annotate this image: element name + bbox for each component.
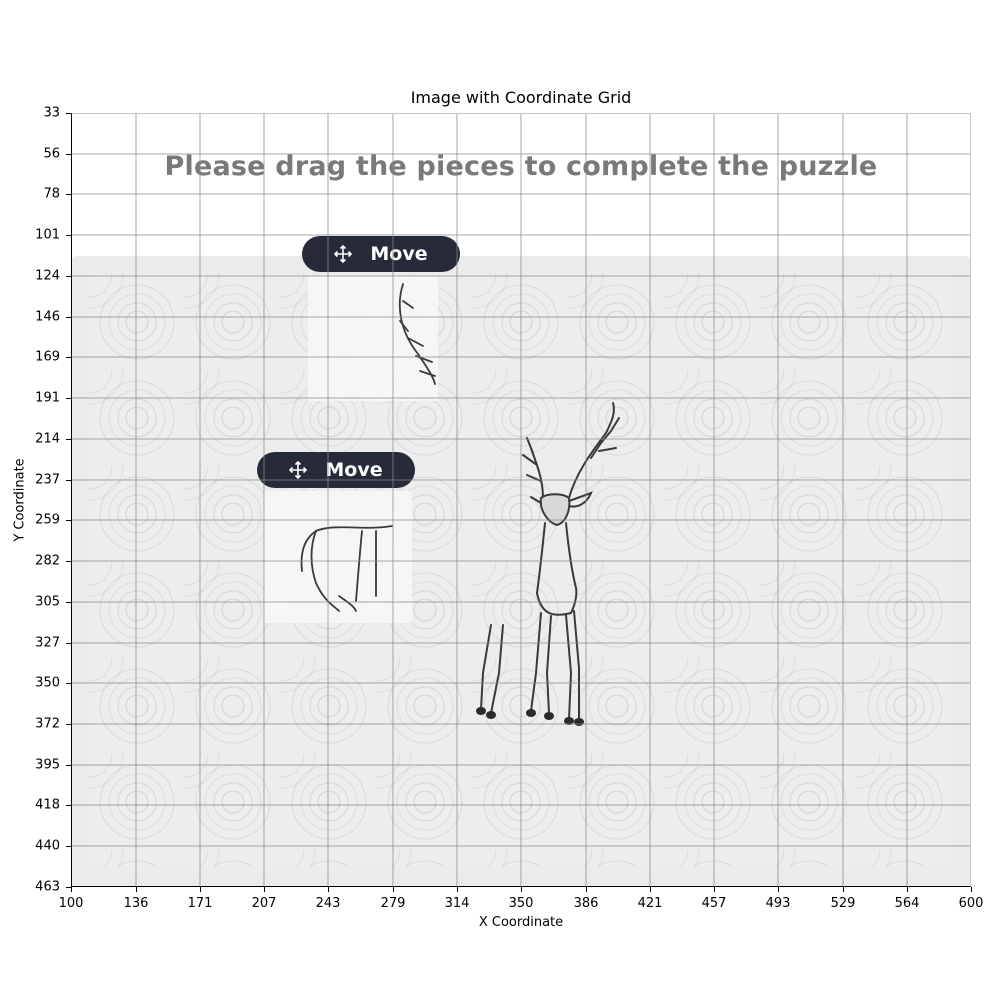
y-tick-label: 124 xyxy=(35,268,60,284)
move-button-label: Move xyxy=(370,243,428,265)
y-tick-mark xyxy=(66,887,71,888)
y-tick-mark xyxy=(66,602,71,603)
x-tick-mark xyxy=(200,887,201,892)
x-tick-label: 457 xyxy=(701,896,727,911)
x-tick-mark xyxy=(971,887,972,892)
puzzle-piece-2[interactable] xyxy=(264,491,412,623)
y-tick-label: 282 xyxy=(35,553,60,569)
y-tick-label: 146 xyxy=(35,309,60,325)
x-tick-mark xyxy=(907,887,908,892)
x-tick-mark xyxy=(714,887,715,892)
figure-title: Image with Coordinate Grid xyxy=(410,88,632,107)
x-tick-mark xyxy=(778,887,779,892)
y-tick-label: 350 xyxy=(35,675,60,691)
y-tick-mark xyxy=(66,276,71,277)
x-tick-mark xyxy=(586,887,587,892)
x-tick-label: 136 xyxy=(123,896,149,911)
x-tick-label: 279 xyxy=(380,896,406,911)
x-tick-label: 600 xyxy=(958,896,984,911)
y-tick-mark xyxy=(66,846,71,847)
piece-2-body-drawing xyxy=(300,525,393,612)
move-button-label: Move xyxy=(325,459,383,481)
x-tick-label: 350 xyxy=(508,896,534,911)
x-tick-mark xyxy=(650,887,651,892)
x-tick-mark xyxy=(393,887,394,892)
deer-illustration xyxy=(476,402,620,726)
x-tick-mark xyxy=(264,887,265,892)
move-arrows-icon xyxy=(289,461,308,479)
move-button-1[interactable]: Move xyxy=(302,236,460,272)
y-tick-label: 191 xyxy=(35,390,60,406)
y-tick-mark xyxy=(66,520,71,521)
x-tick-mark xyxy=(328,887,329,892)
move-arrows-icon xyxy=(334,245,353,263)
piece-1-antler-drawing xyxy=(398,283,436,385)
y-tick-mark xyxy=(66,439,71,440)
y-tick-label: 214 xyxy=(35,431,60,447)
y-tick-mark xyxy=(66,765,71,766)
x-tick-mark xyxy=(457,887,458,892)
y-tick-mark xyxy=(66,398,71,399)
x-tick-mark xyxy=(521,887,522,892)
x-tick-label: 529 xyxy=(830,896,856,911)
x-tick-label: 207 xyxy=(251,896,277,911)
y-tick-mark xyxy=(66,235,71,236)
y-tick-mark xyxy=(66,561,71,562)
plot-area: Please drag the pieces to complete the p… xyxy=(71,113,971,887)
y-tick-label: 237 xyxy=(35,472,60,488)
y-tick-label: 259 xyxy=(35,512,60,528)
y-tick-mark xyxy=(66,724,71,725)
y-tick-mark xyxy=(66,643,71,644)
y-tick-label: 463 xyxy=(35,879,60,895)
y-tick-mark xyxy=(66,154,71,155)
x-tick-label: 243 xyxy=(315,896,341,911)
y-tick-mark xyxy=(66,357,71,358)
y-tick-label: 418 xyxy=(35,797,60,813)
x-tick-mark xyxy=(71,887,72,892)
x-tick-mark xyxy=(136,887,137,892)
move-button-2[interactable]: Move xyxy=(257,452,415,488)
x-axis-label: X Coordinate xyxy=(478,915,564,930)
y-tick-label: 101 xyxy=(35,227,60,243)
y-tick-mark xyxy=(66,683,71,684)
y-tick-label: 372 xyxy=(35,716,60,732)
x-tick-label: 564 xyxy=(894,896,920,911)
y-tick-mark xyxy=(66,805,71,806)
y-tick-label: 56 xyxy=(43,146,60,162)
y-tick-label: 327 xyxy=(35,635,60,651)
y-tick-label: 169 xyxy=(35,349,60,365)
y-tick-label: 33 xyxy=(43,105,60,121)
y-tick-label: 395 xyxy=(35,757,60,773)
x-tick-label: 314 xyxy=(444,896,470,911)
x-tick-label: 100 xyxy=(58,896,84,911)
x-tick-label: 421 xyxy=(637,896,663,911)
x-tick-label: 493 xyxy=(765,896,791,911)
x-tick-mark xyxy=(843,887,844,892)
y-tick-label: 305 xyxy=(35,594,60,610)
y-tick-mark xyxy=(66,480,71,481)
y-tick-label: 78 xyxy=(43,186,60,202)
y-tick-mark xyxy=(66,194,71,195)
y-axis-label: Y Coordinate xyxy=(12,458,28,542)
y-tick-label: 440 xyxy=(35,838,60,854)
x-tick-label: 171 xyxy=(187,896,213,911)
y-tick-mark xyxy=(66,113,71,114)
puzzle-piece-1[interactable] xyxy=(308,276,438,401)
x-tick-label: 386 xyxy=(573,896,599,911)
y-tick-mark xyxy=(66,317,71,318)
